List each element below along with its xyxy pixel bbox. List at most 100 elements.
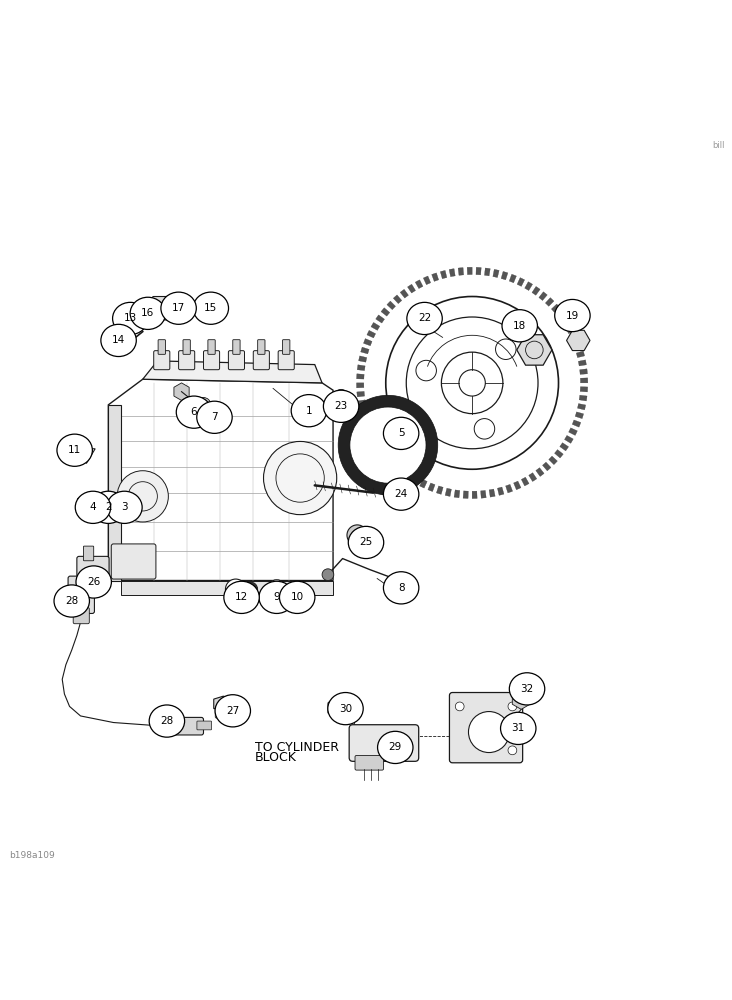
Circle shape — [117, 471, 168, 522]
Ellipse shape — [384, 572, 419, 604]
Circle shape — [94, 497, 108, 510]
Ellipse shape — [193, 292, 228, 324]
Polygon shape — [367, 330, 376, 338]
Polygon shape — [393, 295, 402, 304]
Polygon shape — [376, 315, 384, 323]
FancyBboxPatch shape — [111, 544, 156, 579]
Polygon shape — [549, 456, 557, 465]
Polygon shape — [356, 383, 364, 388]
Polygon shape — [369, 432, 378, 440]
Circle shape — [455, 702, 464, 711]
Ellipse shape — [57, 434, 92, 466]
FancyBboxPatch shape — [328, 702, 349, 714]
Text: 13: 13 — [124, 313, 137, 323]
Polygon shape — [365, 424, 374, 432]
Text: 27: 27 — [226, 706, 239, 716]
Polygon shape — [378, 447, 387, 455]
Text: 30: 30 — [339, 704, 352, 714]
Polygon shape — [373, 439, 382, 448]
Ellipse shape — [291, 395, 326, 427]
Ellipse shape — [197, 401, 232, 433]
Polygon shape — [445, 488, 452, 496]
Polygon shape — [381, 308, 389, 316]
Circle shape — [290, 582, 305, 597]
FancyBboxPatch shape — [349, 725, 419, 761]
Polygon shape — [498, 487, 504, 495]
FancyBboxPatch shape — [179, 351, 195, 370]
Circle shape — [243, 582, 258, 597]
Text: 29: 29 — [389, 742, 402, 752]
Ellipse shape — [502, 310, 537, 342]
Circle shape — [347, 525, 367, 545]
Polygon shape — [428, 483, 435, 492]
Polygon shape — [423, 276, 430, 285]
Polygon shape — [408, 284, 416, 293]
Polygon shape — [576, 351, 585, 358]
Circle shape — [119, 340, 130, 352]
Ellipse shape — [113, 302, 148, 335]
Circle shape — [267, 580, 286, 599]
Text: 15: 15 — [204, 303, 217, 313]
Ellipse shape — [555, 299, 590, 332]
Text: 28: 28 — [160, 716, 173, 726]
Ellipse shape — [407, 302, 442, 335]
Polygon shape — [580, 387, 588, 392]
FancyBboxPatch shape — [154, 351, 170, 370]
Polygon shape — [536, 468, 544, 476]
Circle shape — [333, 389, 349, 406]
Polygon shape — [529, 473, 537, 481]
Circle shape — [337, 393, 346, 402]
Ellipse shape — [161, 292, 196, 324]
Ellipse shape — [348, 526, 384, 559]
Circle shape — [350, 407, 426, 483]
Text: TO CYLINDER: TO CYLINDER — [255, 741, 339, 754]
Polygon shape — [356, 374, 364, 379]
Text: 26: 26 — [87, 577, 100, 587]
Polygon shape — [506, 484, 512, 493]
Ellipse shape — [101, 324, 136, 357]
Polygon shape — [551, 304, 560, 313]
Ellipse shape — [75, 491, 111, 523]
Text: bill: bill — [712, 141, 725, 150]
Ellipse shape — [149, 705, 184, 737]
Ellipse shape — [130, 297, 165, 329]
Ellipse shape — [501, 712, 536, 744]
Circle shape — [185, 301, 198, 314]
Polygon shape — [404, 471, 412, 479]
Polygon shape — [449, 269, 455, 277]
Ellipse shape — [224, 581, 259, 613]
Polygon shape — [545, 298, 554, 306]
Polygon shape — [79, 449, 95, 463]
Polygon shape — [579, 395, 587, 401]
Polygon shape — [562, 318, 571, 326]
Polygon shape — [542, 462, 551, 471]
Ellipse shape — [384, 478, 419, 510]
Polygon shape — [570, 334, 579, 341]
Polygon shape — [481, 490, 486, 498]
Polygon shape — [489, 489, 495, 497]
Circle shape — [508, 702, 517, 711]
Text: 2: 2 — [105, 502, 112, 512]
Circle shape — [108, 498, 119, 510]
FancyBboxPatch shape — [228, 351, 244, 370]
FancyBboxPatch shape — [203, 351, 220, 370]
Ellipse shape — [54, 585, 89, 617]
Ellipse shape — [324, 390, 359, 422]
Polygon shape — [575, 412, 583, 419]
Polygon shape — [415, 280, 423, 289]
Text: 16: 16 — [141, 308, 154, 318]
Polygon shape — [400, 289, 408, 298]
Circle shape — [508, 746, 517, 755]
Text: b198a109: b198a109 — [9, 851, 54, 860]
Polygon shape — [214, 696, 233, 709]
FancyBboxPatch shape — [215, 706, 230, 718]
Polygon shape — [521, 477, 529, 486]
Circle shape — [468, 712, 509, 753]
Polygon shape — [371, 322, 380, 330]
FancyBboxPatch shape — [158, 340, 165, 354]
Polygon shape — [580, 378, 588, 383]
Text: 11: 11 — [68, 445, 81, 455]
Polygon shape — [555, 450, 563, 458]
Polygon shape — [572, 420, 580, 427]
Polygon shape — [493, 269, 499, 278]
